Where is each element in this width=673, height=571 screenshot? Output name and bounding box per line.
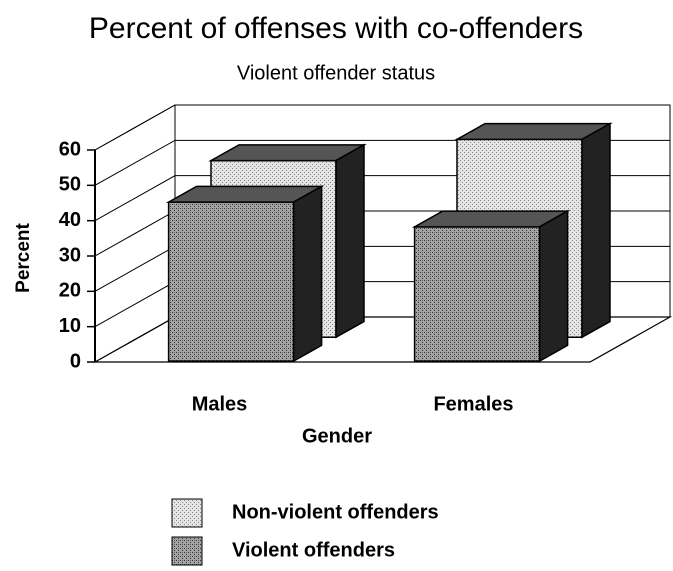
y-tick-label: 30 [59,244,81,266]
y-tick-label: 40 [59,209,81,231]
bar-side [581,122,611,339]
legend-label: Non-violent offenders [232,501,439,523]
y-tick-label: 20 [59,280,81,302]
chart-title: Percent of offenses with co-offenders [89,12,583,45]
legend-swatch [171,498,203,528]
chart-subtitle: Violent offender status [237,62,435,84]
legend-label: Violent offenders [232,539,395,561]
x-tick-label: Males [192,393,248,415]
y-tick-label: 0 [70,350,81,372]
bar-front [167,201,295,362]
bar-front [413,226,541,362]
bar-side [538,209,569,363]
y-tick-label: 60 [59,138,81,160]
y-axis-label: Percent [13,222,34,292]
bar [411,209,571,363]
y-tick-label: 50 [59,174,81,196]
y-tick-label: 10 [59,315,81,337]
bar-side [335,143,365,339]
grid-line [94,104,670,151]
x-tick-label: Females [433,393,513,415]
bar [165,185,325,363]
bar-side [292,185,323,363]
legend-swatch [171,536,203,566]
x-axis-label: Gender [302,425,372,447]
